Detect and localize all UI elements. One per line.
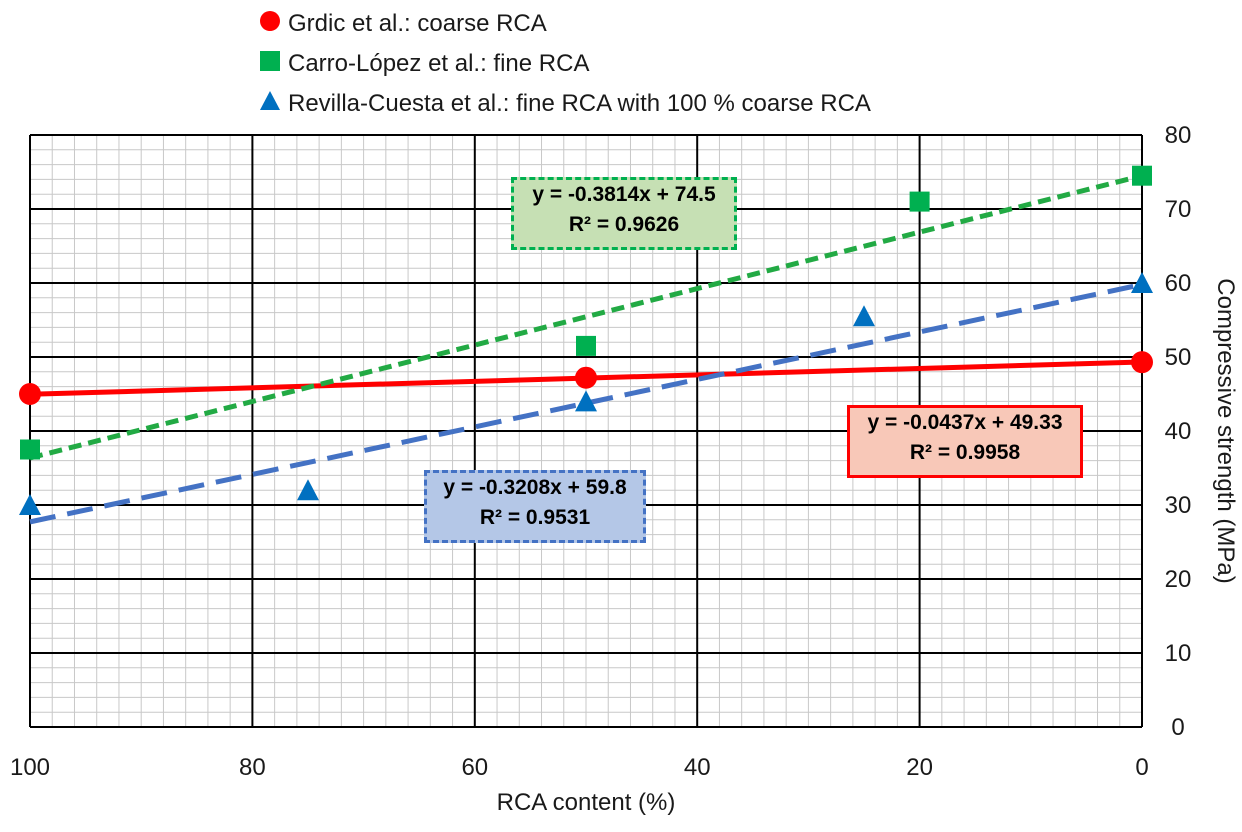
r-squared-text: R² = 0.9958: [909, 441, 1021, 464]
data-point-square: [1132, 165, 1152, 186]
y-tick-label: 50: [1165, 344, 1192, 371]
y-axis-title: Compressive strength (MPa): [1212, 278, 1239, 583]
x-tick-labels: 100 80 60 40 20 0: [10, 754, 1149, 781]
y-tick-label: 70: [1165, 196, 1192, 223]
x-tick-label: 0: [1135, 754, 1148, 781]
x-tick-label: 40: [684, 754, 711, 781]
x-axis-title: RCA content (%): [497, 789, 676, 816]
equation-text: y = -0.0437x + 49.33: [867, 411, 1063, 434]
y-tick-label: 20: [1165, 566, 1192, 593]
data-points: [19, 165, 1153, 515]
x-tick-label: 20: [906, 754, 933, 781]
legend-item-grdic: Grdic et al.: coarse RCA: [258, 4, 871, 44]
legend-marker-triangle-icon: [258, 89, 282, 120]
x-tick-label: 100: [10, 754, 50, 781]
y-tick-label: 40: [1165, 418, 1192, 445]
data-point-circle: [19, 383, 41, 405]
legend-marker-circle-icon: [258, 9, 282, 40]
y-tick-label: 0: [1171, 714, 1184, 741]
data-point-circle: [1131, 351, 1153, 374]
equation-text: y = -0.3814x + 74.5: [532, 183, 716, 206]
legend-label: Carro-López et al.: fine RCA: [288, 50, 590, 77]
y-tick-label: 80: [1165, 122, 1192, 149]
trendline-equation-box-green: y = -0.3814x + 74.5 R² = 0.9626: [511, 177, 737, 250]
x-tick-label: 60: [461, 754, 488, 781]
data-point-triangle: [575, 390, 597, 412]
legend-label: Grdic et al.: coarse RCA: [288, 10, 547, 37]
equation-text: y = -0.3208x + 59.8: [443, 476, 627, 499]
data-point-square: [20, 439, 40, 460]
legend-item-carro-lopez: Carro-López et al.: fine RCA: [258, 44, 871, 84]
trendline-equation-box-red: y = -0.0437x + 49.33 R² = 0.9958: [847, 405, 1083, 478]
r-squared-text: R² = 0.9626: [568, 213, 680, 236]
trendline-equation-box-blue: y = -0.3208x + 59.8 R² = 0.9531: [424, 470, 646, 543]
legend-item-revilla-cuesta: Revilla-Cuesta et al.: fine RCA with 100…: [258, 84, 871, 124]
data-point-triangle: [19, 494, 41, 515]
trendline-series-1: [29, 173, 1143, 461]
data-point-square: [576, 335, 596, 356]
legend: Grdic et al.: coarse RCA Carro-López et …: [258, 4, 871, 124]
x-tick-label: 80: [239, 754, 266, 781]
data-point-triangle: [1131, 272, 1153, 293]
y-tick-label: 30: [1165, 492, 1192, 519]
y-tick-label: 60: [1165, 270, 1192, 297]
r-squared-text: R² = 0.9531: [479, 506, 591, 529]
data-point-triangle: [297, 479, 319, 501]
y-tick-labels: 0 10 20 30 40 50 60 70 80: [1165, 122, 1192, 741]
data-point-circle: [575, 366, 597, 389]
legend-marker-square-icon: [258, 49, 282, 80]
data-point-triangle: [853, 305, 875, 327]
data-point-square: [909, 191, 930, 212]
legend-label: Revilla-Cuesta et al.: fine RCA with 100…: [288, 90, 871, 117]
y-tick-label: 10: [1165, 640, 1192, 667]
